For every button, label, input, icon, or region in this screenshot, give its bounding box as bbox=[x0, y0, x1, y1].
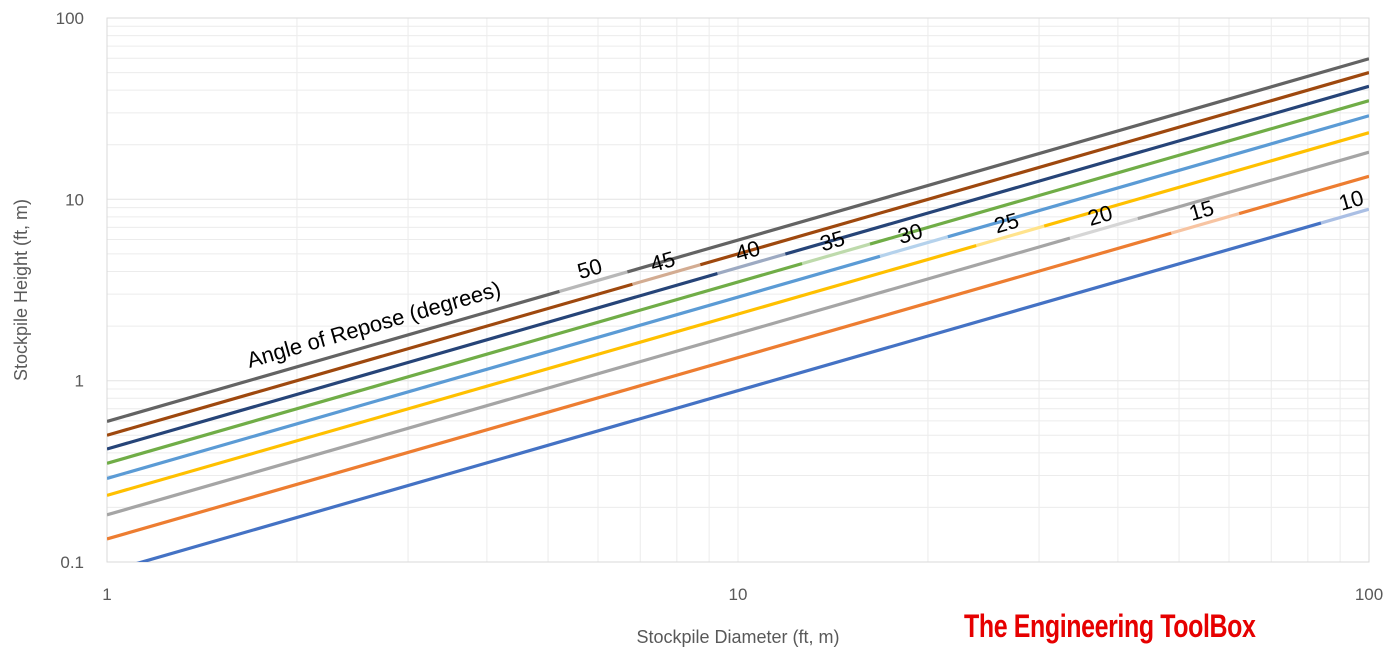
series-line-10 bbox=[136, 207, 1369, 562]
y-tick-label: 100 bbox=[56, 9, 84, 28]
series-label-fade bbox=[1320, 201, 1390, 225]
plot-area-border bbox=[106, 17, 1370, 563]
brand-logo-text: The Engineering ToolBox bbox=[964, 608, 1256, 644]
series-label-fade bbox=[1170, 211, 1240, 236]
series-line-20 bbox=[107, 150, 1369, 517]
series-line-35 bbox=[107, 99, 1369, 465]
x-tick-label: 100 bbox=[1355, 585, 1383, 604]
series-label-fade bbox=[975, 224, 1045, 248]
series-line-30 bbox=[107, 114, 1369, 480]
y-tick-label: 10 bbox=[65, 190, 84, 209]
series-line-15 bbox=[107, 174, 1369, 541]
series-label-fade bbox=[716, 252, 786, 276]
gridlines bbox=[107, 18, 1369, 562]
series-label-fade bbox=[1069, 216, 1139, 241]
series-line-25 bbox=[107, 131, 1369, 497]
y-tick-labels: 0.1 1 10 100 bbox=[56, 9, 84, 572]
x-tick-label: 1 bbox=[102, 585, 111, 604]
x-tick-labels: 1 10 100 bbox=[102, 585, 1383, 604]
x-tick-label: 10 bbox=[729, 585, 748, 604]
series-line-50 bbox=[107, 57, 1369, 423]
y-tick-label: 0.1 bbox=[60, 553, 84, 572]
x-axis-title: Stockpile Diameter (ft, m) bbox=[636, 627, 839, 647]
y-tick-label: 1 bbox=[75, 372, 84, 391]
series-label-fade bbox=[879, 234, 949, 259]
series-line-45 bbox=[107, 71, 1369, 437]
series-label-fade bbox=[801, 242, 871, 266]
series-label-fade bbox=[558, 269, 628, 294]
y-axis-title: Stockpile Height (ft, m) bbox=[11, 199, 31, 381]
series-label-fade bbox=[631, 262, 701, 287]
